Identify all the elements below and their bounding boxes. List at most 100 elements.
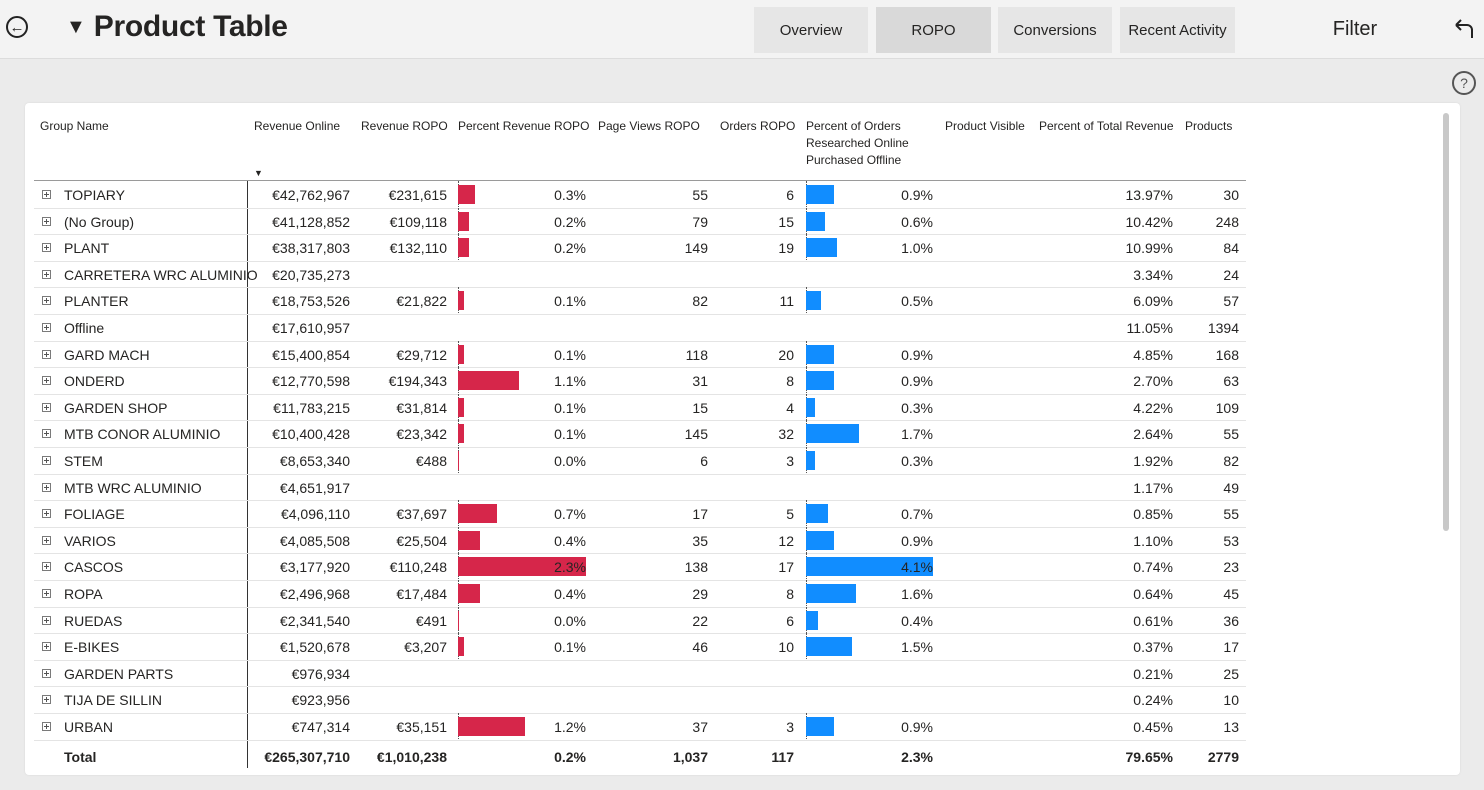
page-views-ropo-cell: 82 xyxy=(692,293,708,310)
group-name-cell: MTB WRC ALUMINIO xyxy=(64,479,202,496)
percent-revenue-ropo-cell: 0.3% xyxy=(554,187,586,203)
expand-row-icon[interactable] xyxy=(42,216,51,226)
products-cell: 55 xyxy=(1223,506,1239,523)
filter-button[interactable]: Filter xyxy=(1332,18,1378,40)
products-cell: 82 xyxy=(1223,453,1239,469)
expand-row-icon[interactable] xyxy=(42,456,51,465)
percent-orders-cell: 4.1% xyxy=(901,559,933,576)
products-cell: 57 xyxy=(1223,293,1239,310)
percent-revenue-ropo-cell: 0.0% xyxy=(554,612,586,629)
expand-row-icon[interactable] xyxy=(42,509,51,519)
expand-row-icon[interactable] xyxy=(42,402,51,412)
percent-orders-bar xyxy=(806,424,859,444)
sort-descending-icon[interactable]: ▼ xyxy=(254,168,263,178)
revenue-online-cell: €15,400,854 xyxy=(272,346,350,363)
revenue-ropo-cell: €35,151 xyxy=(396,719,447,735)
page-views-ropo-cell: 55 xyxy=(692,187,708,203)
expand-row-icon[interactable] xyxy=(42,243,51,253)
vertical-scrollbar[interactable] xyxy=(1443,113,1449,531)
expand-row-icon[interactable] xyxy=(42,562,51,572)
orders-ropo-cell: 17 xyxy=(778,559,794,576)
percent-total-revenue-cell: 10.42% xyxy=(1125,213,1173,230)
col-header-products[interactable]: Products xyxy=(1185,119,1233,133)
page-views-ropo-cell: 29 xyxy=(692,586,708,602)
col-header-percent-revenue-ropo[interactable]: Percent Revenue ROPO xyxy=(458,119,590,133)
expand-row-icon[interactable] xyxy=(42,589,51,598)
page-views-ropo-cell: 6 xyxy=(700,453,708,469)
group-name-cell: GARDEN SHOP xyxy=(64,399,168,416)
group-name-cell: URBAN xyxy=(64,719,114,735)
products-cell: 109 xyxy=(1215,399,1239,416)
orders-ropo-cell: 19 xyxy=(778,240,794,257)
revenue-ropo-cell: €231,615 xyxy=(388,187,447,203)
page-views-ropo-cell: 46 xyxy=(692,639,708,656)
expand-row-icon[interactable] xyxy=(42,668,51,678)
percent-total-revenue-cell: 1.10% xyxy=(1133,532,1173,549)
col-header-percent-orders[interactable]: Percent of Orders Researched Online Purc… xyxy=(806,118,909,169)
orders-ropo-cell: 3 xyxy=(786,453,794,469)
collapse-caret-icon[interactable]: ▼ xyxy=(66,16,86,38)
tab-conversions[interactable]: Conversions xyxy=(998,7,1112,53)
page-views-ropo-cell: 17 xyxy=(692,506,708,523)
expand-row-icon[interactable] xyxy=(42,642,51,652)
orders-ropo-cell: 3 xyxy=(786,719,794,735)
percent-orders-bar xyxy=(806,238,837,258)
percent-revenue-ropo-bar xyxy=(458,637,464,657)
percent-total-revenue-cell: 3.34% xyxy=(1133,266,1173,283)
row-divider xyxy=(34,739,1246,741)
orders-ropo-cell: 6 xyxy=(786,612,794,629)
col-header-revenue-ropo[interactable]: Revenue ROPO xyxy=(361,119,448,133)
expand-row-icon[interactable] xyxy=(42,349,51,359)
col-header-revenue-online[interactable]: Revenue Online xyxy=(254,119,341,133)
products-cell: 10 xyxy=(1223,692,1239,709)
revenue-online-cell: €4,651,917 xyxy=(279,479,350,496)
tab-recent-activity[interactable]: Recent Activity xyxy=(1120,7,1235,53)
expand-row-icon[interactable] xyxy=(42,296,51,306)
revenue-online-cell: €20,735,273 xyxy=(272,266,350,283)
col-header-orders-ropo[interactable]: Orders ROPO xyxy=(720,119,796,133)
col-header-product-visible[interactable]: Product Visible xyxy=(945,119,1025,133)
products-cell: 84 xyxy=(1223,240,1239,257)
help-icon[interactable]: ? xyxy=(1452,71,1476,95)
expand-row-icon[interactable] xyxy=(42,482,51,492)
col-header-percent-total-revenue[interactable]: Percent of Total Revenue xyxy=(1039,119,1174,133)
group-name-cell: STEM xyxy=(64,453,103,469)
percent-revenue-ropo-bar xyxy=(458,424,464,444)
col-header-group-name[interactable]: Group Name xyxy=(40,119,109,133)
percent-total-revenue-cell: 0.45% xyxy=(1133,719,1173,735)
expand-row-icon[interactable] xyxy=(42,535,51,545)
percent-revenue-ropo-bar xyxy=(458,717,525,736)
percent-total-revenue-cell: 13.97% xyxy=(1125,187,1173,203)
orders-ropo-cell: 5 xyxy=(786,506,794,523)
revenue-ropo-cell: €37,697 xyxy=(396,506,447,523)
group-name-cell: RUEDAS xyxy=(64,612,123,629)
percent-revenue-ropo-bar xyxy=(458,610,459,630)
undo-icon[interactable] xyxy=(1452,16,1476,40)
back-arrow-icon[interactable]: ← xyxy=(6,16,28,38)
percent-revenue-ropo-bar xyxy=(458,185,475,204)
orders-ropo-cell: 8 xyxy=(786,586,794,602)
percent-revenue-ropo-cell: 0.0% xyxy=(554,453,586,469)
tab-overview[interactable]: Overview xyxy=(754,7,868,53)
expand-row-icon[interactable] xyxy=(42,376,51,386)
revenue-online-cell: €976,934 xyxy=(291,665,350,682)
orders-ropo-cell: 10 xyxy=(778,639,794,656)
percent-revenue-ropo-cell: 0.2% xyxy=(554,240,586,257)
group-name-cell: (No Group) xyxy=(64,213,135,230)
expand-row-icon[interactable] xyxy=(42,323,51,332)
expand-row-icon[interactable] xyxy=(42,615,51,625)
revenue-online-cell: €41,128,852 xyxy=(272,213,350,230)
percent-revenue-ropo-cell: 0.2% xyxy=(554,213,586,230)
percent-total-revenue-cell: 0.24% xyxy=(1133,692,1173,709)
expand-row-icon[interactable] xyxy=(42,429,51,439)
revenue-ropo-cell: €491 xyxy=(415,612,447,629)
page-views-ropo-cell: 138 xyxy=(684,559,708,576)
percent-revenue-ropo-bar xyxy=(458,504,497,524)
col-header-page-views-ropo[interactable]: Page Views ROPO xyxy=(598,119,700,133)
tab-ropo[interactable]: ROPO xyxy=(876,7,991,53)
percent-revenue-ropo-cell: 0.1% xyxy=(554,399,586,416)
expand-row-icon[interactable] xyxy=(42,269,51,279)
expand-row-icon[interactable] xyxy=(42,695,51,705)
expand-row-icon[interactable] xyxy=(42,190,51,199)
expand-row-icon[interactable] xyxy=(42,722,51,731)
